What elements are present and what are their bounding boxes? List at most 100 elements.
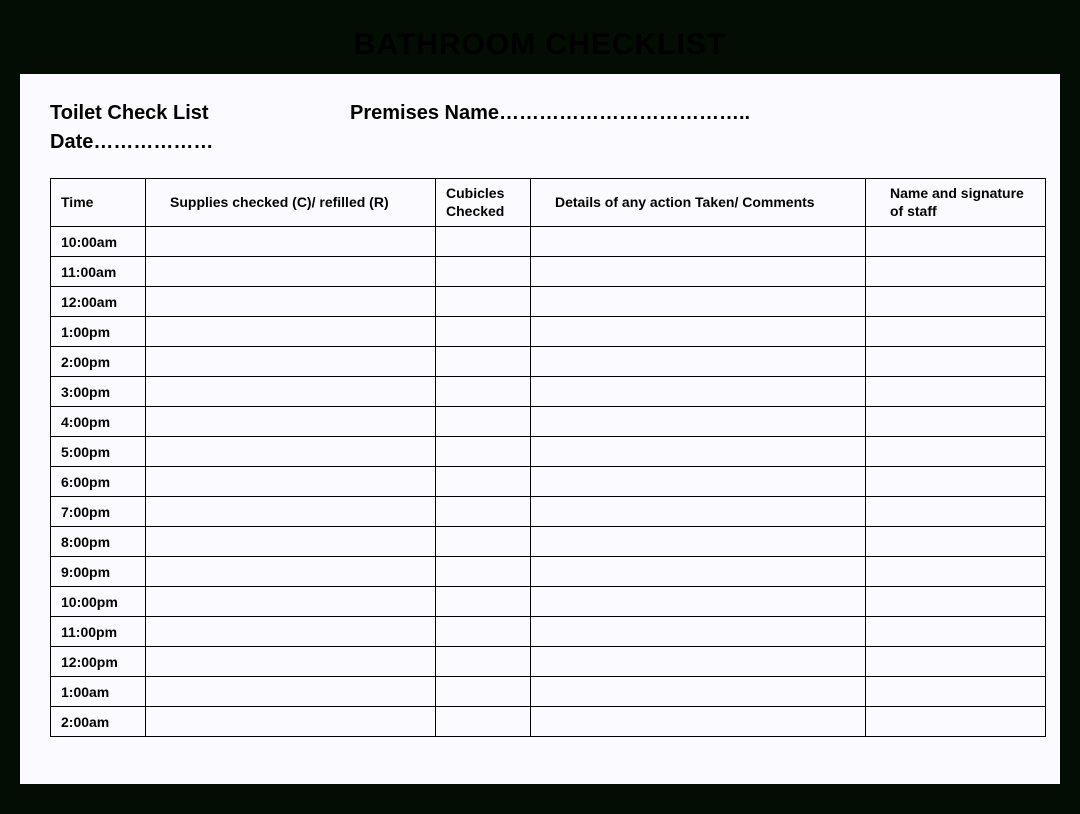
cell-empty <box>866 527 1046 557</box>
cell-time: 1:00am <box>51 677 146 707</box>
table-row: 12:00am <box>51 287 1046 317</box>
cell-time: 10:00am <box>51 227 146 257</box>
table-row: 9:00pm <box>51 557 1046 587</box>
cell-empty <box>146 287 436 317</box>
cell-time: 4:00pm <box>51 407 146 437</box>
cell-empty <box>531 587 866 617</box>
cell-empty <box>146 617 436 647</box>
cell-empty <box>436 437 531 467</box>
cell-empty <box>531 617 866 647</box>
cell-empty <box>146 557 436 587</box>
page-outer: BATHROOM CHECKLIST Toilet Check List Pre… <box>0 0 1080 814</box>
cell-empty <box>531 527 866 557</box>
table-body: 10:00am11:00am12:00am1:00pm2:00pm3:00pm4… <box>51 227 1046 737</box>
cell-empty <box>866 257 1046 287</box>
cell-time: 2:00pm <box>51 347 146 377</box>
th-signature: Name and signature of staff <box>866 179 1046 227</box>
cell-empty <box>531 467 866 497</box>
header-row: Toilet Check List Premises Name………………………… <box>50 102 1030 125</box>
th-supplies: Supplies checked (C)/ refilled (R) <box>146 179 436 227</box>
cell-empty <box>531 437 866 467</box>
cell-empty <box>436 227 531 257</box>
table-row: 8:00pm <box>51 527 1046 557</box>
cell-empty <box>866 317 1046 347</box>
cell-empty <box>436 257 531 287</box>
cell-time: 3:00pm <box>51 377 146 407</box>
cell-empty <box>866 497 1046 527</box>
cell-empty <box>146 467 436 497</box>
cell-empty <box>866 707 1046 737</box>
cell-empty <box>436 647 531 677</box>
cell-empty <box>436 497 531 527</box>
cell-empty <box>866 347 1046 377</box>
cell-empty <box>866 377 1046 407</box>
table-row: 10:00am <box>51 227 1046 257</box>
cell-empty <box>866 587 1046 617</box>
header-date-label: Date……………… <box>50 131 1030 154</box>
cell-empty <box>866 227 1046 257</box>
cell-empty <box>531 677 866 707</box>
cell-empty <box>531 347 866 377</box>
cell-empty <box>436 407 531 437</box>
cell-empty <box>146 407 436 437</box>
cell-empty <box>436 347 531 377</box>
cell-empty <box>866 647 1046 677</box>
table-row: 1:00pm <box>51 317 1046 347</box>
cell-empty <box>531 257 866 287</box>
cell-empty <box>436 557 531 587</box>
cell-time: 9:00pm <box>51 557 146 587</box>
table-row: 6:00pm <box>51 467 1046 497</box>
table-row: 2:00am <box>51 707 1046 737</box>
cell-empty <box>866 407 1046 437</box>
cell-time: 6:00pm <box>51 467 146 497</box>
table-row: 11:00am <box>51 257 1046 287</box>
cell-empty <box>531 557 866 587</box>
cell-empty <box>436 707 531 737</box>
cell-time: 11:00am <box>51 257 146 287</box>
cell-empty <box>146 497 436 527</box>
cell-empty <box>436 617 531 647</box>
cell-empty <box>866 437 1046 467</box>
cell-empty <box>146 347 436 377</box>
cell-empty <box>146 257 436 287</box>
cell-empty <box>531 707 866 737</box>
table-row: 1:00am <box>51 677 1046 707</box>
cell-empty <box>146 707 436 737</box>
cell-empty <box>436 467 531 497</box>
table-row: 3:00pm <box>51 377 1046 407</box>
table-row: 11:00pm <box>51 617 1046 647</box>
cell-empty <box>866 677 1046 707</box>
cell-time: 11:00pm <box>51 617 146 647</box>
cell-empty <box>866 617 1046 647</box>
cell-time: 7:00pm <box>51 497 146 527</box>
cell-empty <box>146 527 436 557</box>
cell-empty <box>531 407 866 437</box>
table-row: 7:00pm <box>51 497 1046 527</box>
cell-empty <box>436 527 531 557</box>
cell-time: 12:00pm <box>51 647 146 677</box>
table-row: 5:00pm <box>51 437 1046 467</box>
cell-time: 5:00pm <box>51 437 146 467</box>
cell-empty <box>146 377 436 407</box>
cell-empty <box>531 497 866 527</box>
cell-empty <box>531 227 866 257</box>
cell-empty <box>146 647 436 677</box>
cell-empty <box>436 377 531 407</box>
cell-empty <box>146 587 436 617</box>
cell-empty <box>866 467 1046 497</box>
cell-empty <box>531 377 866 407</box>
cell-empty <box>146 677 436 707</box>
checklist-sheet: Toilet Check List Premises Name………………………… <box>20 74 1060 784</box>
th-details: Details of any action Taken/ Comments <box>531 179 866 227</box>
cell-empty <box>146 317 436 347</box>
banner-title: BATHROOM CHECKLIST <box>20 20 1060 74</box>
cell-empty <box>146 227 436 257</box>
table-row: 10:00pm <box>51 587 1046 617</box>
cell-time: 8:00pm <box>51 527 146 557</box>
table-header-row: Time Supplies checked (C)/ refilled (R) … <box>51 179 1046 227</box>
cell-empty <box>866 287 1046 317</box>
cell-empty <box>436 317 531 347</box>
cell-empty <box>436 587 531 617</box>
cell-empty <box>146 437 436 467</box>
cell-empty <box>531 287 866 317</box>
